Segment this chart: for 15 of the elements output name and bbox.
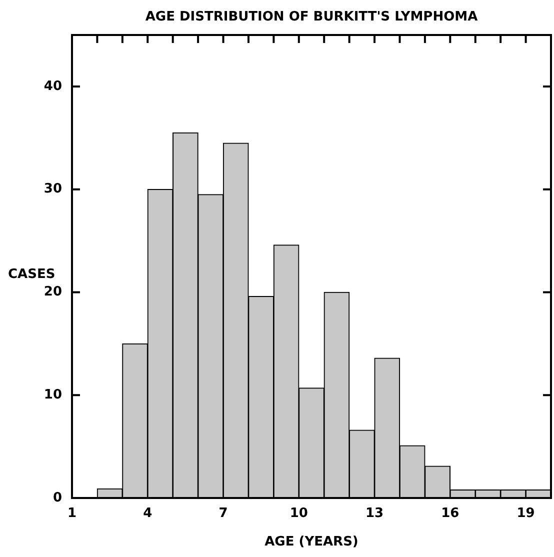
y-tick-label: 30 xyxy=(44,182,62,197)
y-tick-label: 20 xyxy=(44,284,62,300)
x-tick-label: 7 xyxy=(218,506,228,522)
x-tick-label: 4 xyxy=(143,506,152,522)
x-axis-title: AGE (YEARS) xyxy=(264,534,358,550)
y-tick-label: 0 xyxy=(52,490,62,506)
x-tick-label: 10 xyxy=(290,506,308,522)
x-tick-label: 16 xyxy=(441,506,460,522)
x-tick-label: 13 xyxy=(365,506,384,522)
y-axis-title: CASES xyxy=(8,266,56,282)
y-tick-label: 10 xyxy=(44,387,62,402)
y-tick-label: 40 xyxy=(44,78,62,94)
x-tick-label: 19 xyxy=(516,506,535,522)
chart-title: AGE DISTRIBUTION OF BURKITT'S LYMPHOMA xyxy=(145,9,478,24)
x-tick-label: 1 xyxy=(67,506,77,522)
